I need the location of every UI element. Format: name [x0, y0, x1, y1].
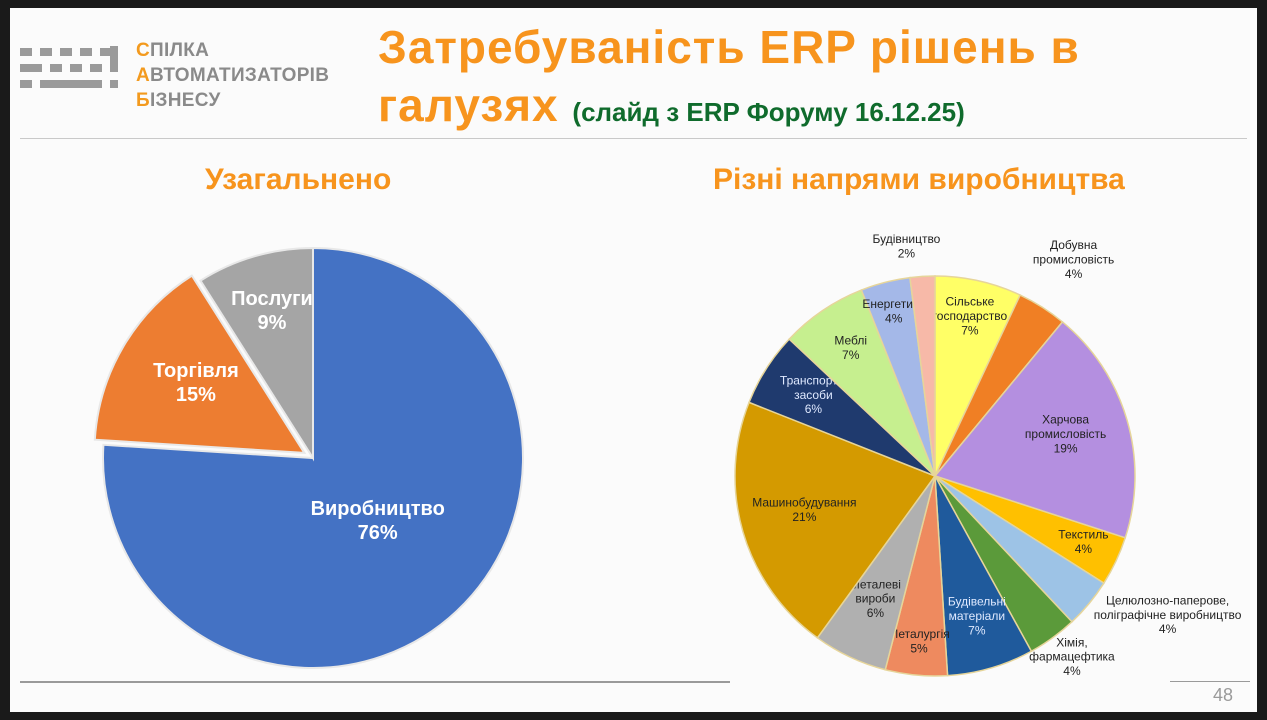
- pie-data-label: Добувна промисловість 4%: [1033, 238, 1114, 281]
- pie-data-label: Меблі 7%: [834, 334, 867, 362]
- pie-slice: [909, 275, 936, 477]
- logo-mark-icon: [20, 46, 118, 88]
- logo: СПІЛКА АВТОМАТИЗАТОРІВ БІЗНЕСУ: [18, 38, 348, 118]
- divider: [1170, 681, 1250, 682]
- pie-data-label: Торгівля 15%: [153, 360, 239, 406]
- slide-subtitle: (слайд з ERP Форуму 16.12.25): [572, 97, 965, 127]
- pie-data-label: Текстиль 4%: [1058, 528, 1108, 556]
- pie-data-label: Сільське господарство 7%: [933, 294, 1008, 337]
- pie-data-label: Металеві вироби 6%: [850, 577, 901, 620]
- pie-data-label: Хімія, фармацефтика 4%: [1029, 635, 1115, 678]
- pie-slice: [199, 246, 314, 462]
- pie-data-label: Целюлозно-паперове, поліграфічне виробниц…: [1094, 593, 1242, 636]
- pie-slice: [734, 401, 937, 639]
- pie-slice: [933, 320, 1136, 539]
- page-number: 48: [1212, 685, 1233, 705]
- pie-slice: [102, 246, 524, 669]
- pie-data-label: Транспортні засоби 6%: [780, 373, 847, 416]
- slide-title: Затребуваність ERP рішень в галузях (сла…: [378, 21, 1080, 131]
- pie-slice: [93, 274, 307, 455]
- pie-data-label: Машинобудування 21%: [752, 496, 856, 524]
- logo-text: СПІЛКА АВТОМАТИЗАТОРІВ БІЗНЕСУ: [136, 40, 330, 111]
- left-chart-title: Узагальнено: [205, 163, 392, 196]
- right-chart-title: Різні напрями виробництва: [713, 163, 1125, 196]
- pie-data-label: Послуги 9%: [231, 288, 313, 334]
- pie-data-label: Виробництво 76%: [311, 498, 445, 544]
- pie-data-label: Будівельні матеріали 7%: [948, 595, 1006, 638]
- pie-data-label: Енергетика 4%: [862, 297, 925, 325]
- pie-data-label: Будівництво 2%: [872, 232, 940, 260]
- divider: [20, 138, 1247, 139]
- divider: [20, 681, 730, 683]
- pie-data-label: Металургія 5%: [888, 627, 950, 655]
- pie-data-label: Харчова промисловість 19%: [1025, 413, 1106, 456]
